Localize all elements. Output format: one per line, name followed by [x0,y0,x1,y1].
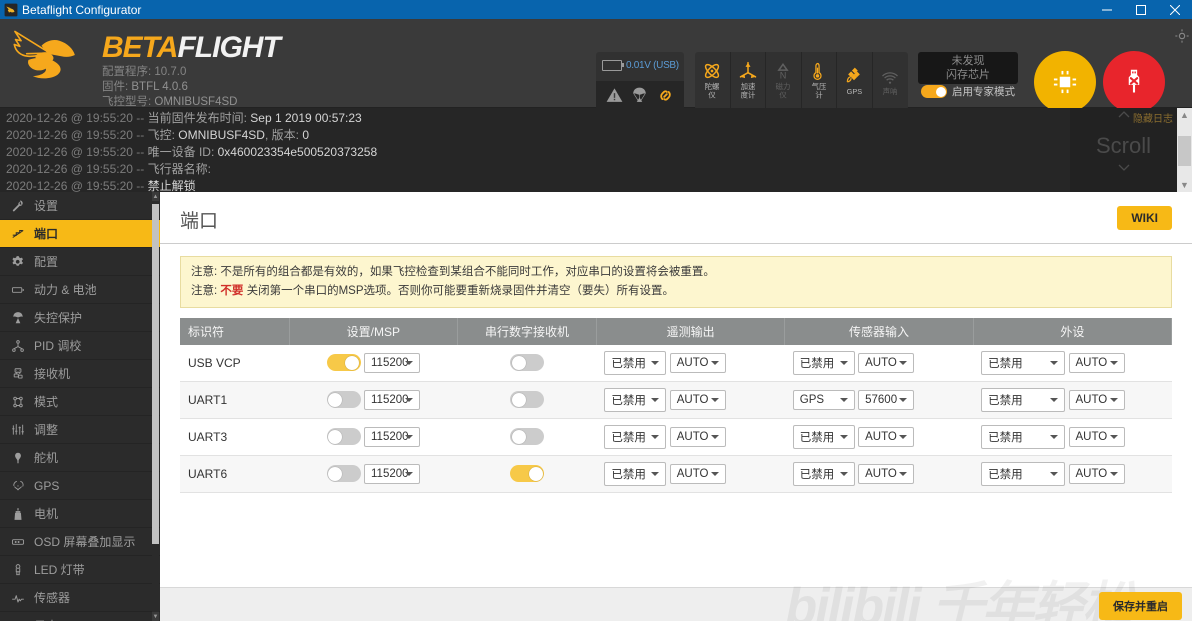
svg-text:N: N [780,71,787,81]
